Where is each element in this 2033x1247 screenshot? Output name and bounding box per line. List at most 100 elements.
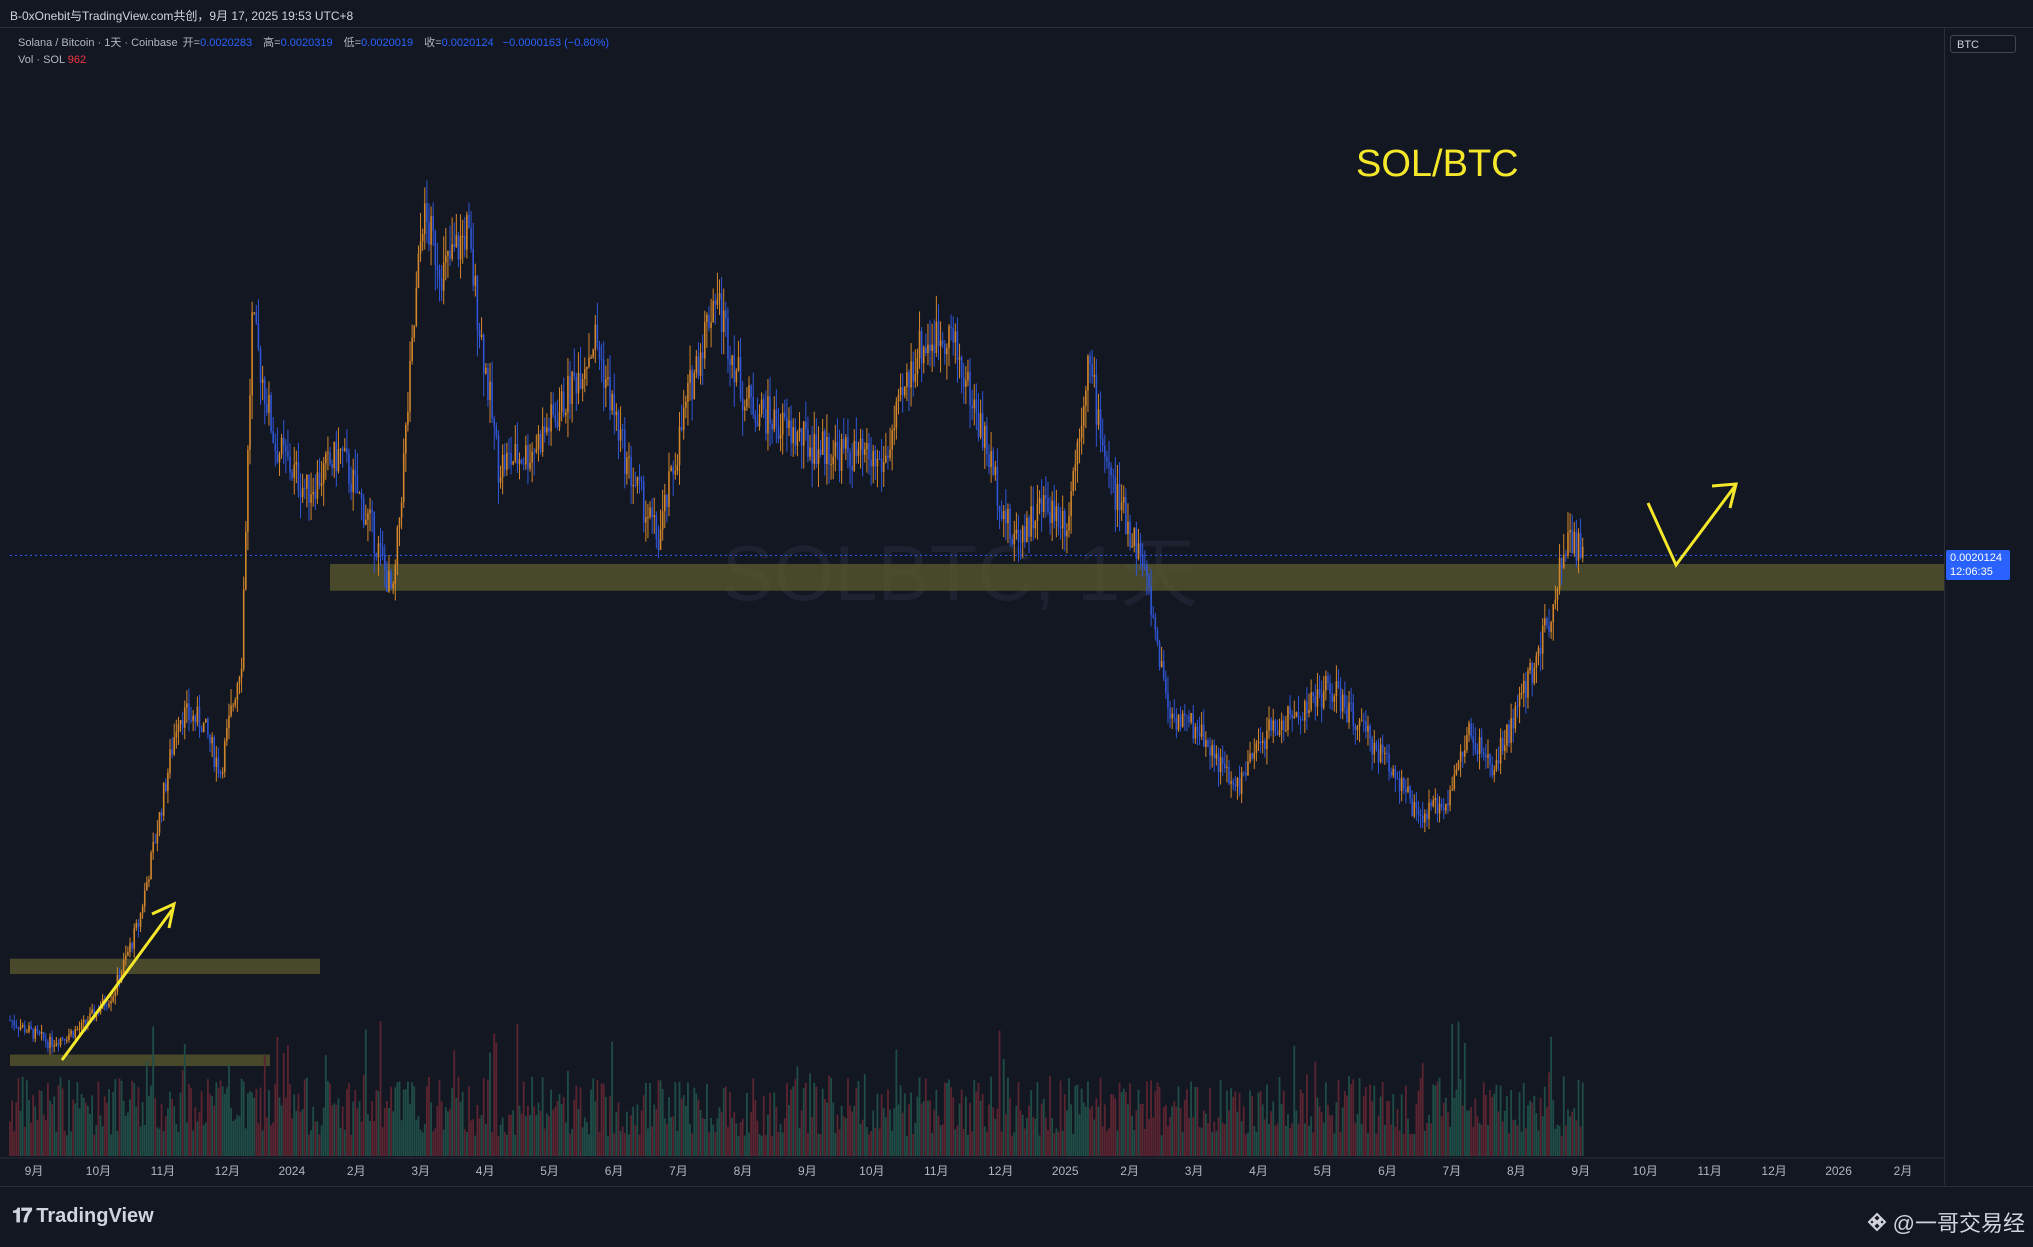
candle-body	[811, 447, 813, 464]
candle-body	[767, 396, 769, 434]
currency-selector[interactable]: BTC	[1950, 35, 2016, 53]
volume-bar	[836, 1114, 839, 1156]
volume-bar	[857, 1080, 860, 1156]
candle-body	[1464, 750, 1466, 757]
volume-label[interactable]: Vol · SOL	[18, 54, 65, 66]
volume-bar	[1562, 1076, 1565, 1156]
arrow-up-line[interactable]	[60, 909, 174, 1061]
candle-body	[1558, 558, 1561, 589]
zone-zone_2023_lower[interactable]	[10, 1054, 270, 1067]
volume-bar	[1143, 1128, 1146, 1156]
volume-bar	[1533, 1095, 1536, 1156]
volume-bar	[647, 1128, 649, 1156]
tradingview-mark-icon: 𝟏𝟕	[12, 1205, 32, 1227]
volume-bar	[59, 1077, 62, 1156]
price-axis[interactable]	[1944, 28, 2033, 1185]
candle-body	[257, 323, 260, 349]
volume-bar	[1131, 1115, 1134, 1156]
volume-bar	[318, 1134, 321, 1156]
volume-bar	[1470, 1106, 1473, 1156]
candle-body	[493, 418, 496, 427]
candle-body	[798, 428, 801, 433]
candle-body	[421, 234, 424, 242]
candle-body	[1282, 720, 1285, 731]
tradingview-logo[interactable]: 𝟏𝟕 TradingView	[12, 1205, 154, 1228]
candle-body	[30, 1025, 32, 1029]
volume-bar	[457, 1076, 460, 1156]
ohlc-row: Solana / Bitcoin · 1天 · Coinbase 开=0.002…	[18, 35, 615, 52]
candle-body	[175, 732, 178, 738]
volume-bar	[1223, 1124, 1226, 1156]
candle-body	[1078, 438, 1081, 443]
volume-bar	[1198, 1127, 1201, 1156]
candle-body	[708, 314, 710, 328]
candle-body	[1213, 745, 1216, 759]
volume-bar	[291, 1118, 294, 1156]
volume-bar	[1299, 1089, 1302, 1156]
candle-body	[628, 456, 630, 458]
volume-bar	[1139, 1103, 1142, 1156]
volume-bar	[575, 1085, 578, 1156]
candle-body	[211, 737, 213, 744]
candle-body	[1099, 409, 1102, 439]
volume-bar	[912, 1133, 915, 1156]
candle-body	[552, 404, 554, 416]
annotation-label[interactable]: SOL/BTC	[1356, 143, 1519, 185]
candle-body	[541, 426, 544, 452]
volume-bar	[1339, 1131, 1342, 1156]
volume-bar	[501, 1117, 504, 1156]
volume-bar	[1348, 1076, 1350, 1156]
candle-body	[1234, 784, 1237, 787]
candle-body	[885, 455, 887, 462]
candle-body	[245, 531, 247, 590]
volume-bar	[255, 1088, 258, 1156]
volume-bar	[1489, 1090, 1491, 1156]
zone-zone_2023_upper[interactable]	[10, 958, 320, 975]
candle-body	[836, 441, 839, 448]
volume-bar	[741, 1118, 744, 1156]
candle-body	[1181, 713, 1184, 727]
volume-bar	[581, 1127, 584, 1156]
zone-resistance_zone[interactable]	[330, 563, 1944, 591]
candle-body	[725, 310, 727, 319]
volume-bar	[1577, 1079, 1580, 1156]
volume-bar	[461, 1091, 464, 1156]
candle-body	[9, 1020, 11, 1022]
candle-body	[158, 812, 161, 833]
projection-path[interactable]	[1646, 485, 1737, 568]
volume-bar	[1400, 1094, 1403, 1156]
volume-bar	[752, 1078, 755, 1156]
volume-bar	[61, 1088, 64, 1156]
candle-body	[1411, 798, 1413, 817]
candle-body	[623, 429, 626, 475]
candle-body	[832, 456, 835, 465]
candle-body	[590, 357, 592, 359]
volume-bar	[1236, 1111, 1239, 1156]
symbol-label[interactable]: Solana / Bitcoin · 1天 · Coinbase	[18, 37, 178, 49]
volume-bar	[345, 1088, 348, 1156]
volume-bar	[905, 1135, 908, 1156]
volume-bar	[381, 1127, 384, 1156]
volume-bar	[874, 1127, 877, 1156]
candle-body	[360, 492, 363, 499]
volume-bar	[1211, 1132, 1214, 1156]
volume-bar	[699, 1109, 702, 1156]
candle-body	[1344, 694, 1346, 708]
candle-body	[1468, 723, 1470, 735]
volume-bar	[853, 1106, 856, 1156]
candle-body	[771, 423, 773, 430]
volume-bar	[1518, 1092, 1521, 1156]
candle-body	[901, 387, 904, 396]
volume-bar	[1472, 1126, 1475, 1156]
volume-bar	[1484, 1094, 1487, 1156]
volume-bar	[505, 1134, 508, 1156]
volume-bar	[663, 1118, 666, 1156]
candle-body	[554, 415, 557, 422]
open-value: 0.0020283	[200, 37, 253, 49]
candle-body	[371, 509, 373, 512]
volume-bar	[169, 1091, 171, 1156]
candle-body	[786, 417, 788, 429]
candle-body	[413, 325, 416, 338]
price-chart[interactable]: SOLBTC, 1天0.00330000.00320000.00310000.0…	[0, 28, 1944, 1186]
candle-body	[1417, 807, 1420, 815]
